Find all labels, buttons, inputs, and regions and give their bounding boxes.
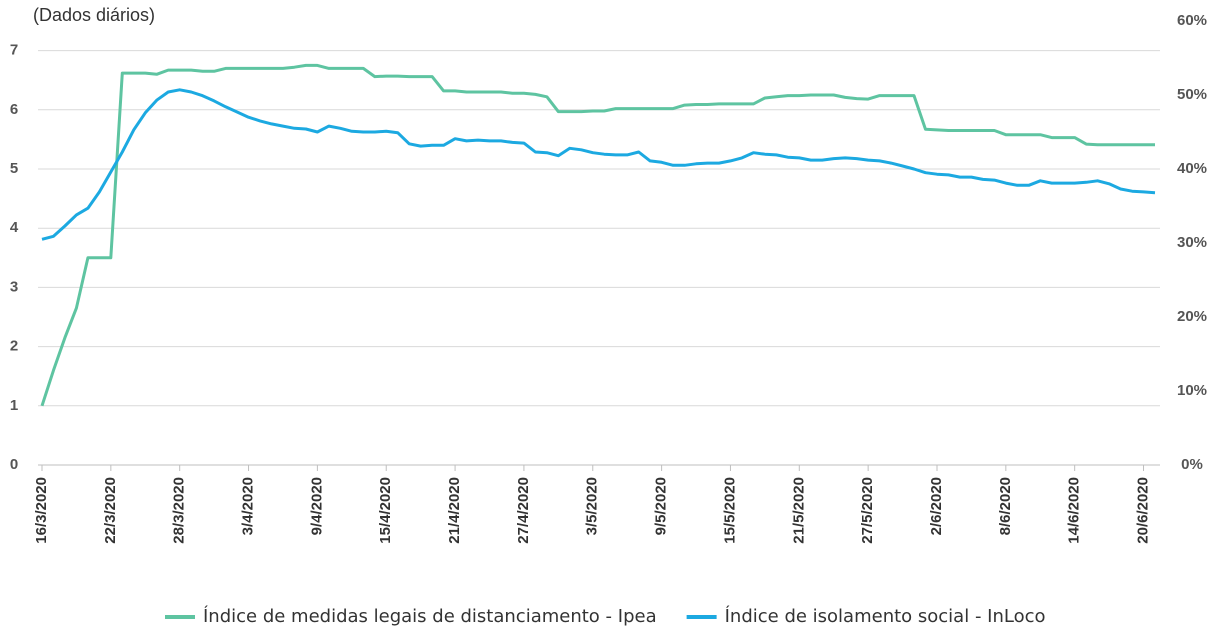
y2-tick-label: 60% xyxy=(1177,12,1207,29)
y-tick-label: 3 xyxy=(10,278,18,295)
y-tick-label: 2 xyxy=(10,338,18,355)
x-tick-label: 20/6/2020 xyxy=(1134,477,1151,544)
y2-tick-label: 20% xyxy=(1177,308,1207,325)
y2-tick-label: 10% xyxy=(1177,382,1207,399)
x-tick-label: 3/5/2020 xyxy=(584,477,601,535)
x-tick-label: 14/6/2020 xyxy=(1066,477,1083,544)
x-tick-label: 21/4/2020 xyxy=(446,477,463,544)
x-tick-label: 28/3/2020 xyxy=(171,477,188,544)
legend-label: Índice de medidas legais de distanciamen… xyxy=(203,605,657,627)
x-tick-label: 16/3/2020 xyxy=(33,477,50,544)
x-tick-label: 27/5/2020 xyxy=(859,477,876,544)
y-tick-label: 0 xyxy=(10,456,18,473)
series-line xyxy=(41,88,1156,241)
chart-subtitle: (Dados diários) xyxy=(33,5,155,25)
x-tick-label: 9/4/2020 xyxy=(308,477,325,535)
x-tick-label: 15/5/2020 xyxy=(721,477,738,544)
x-tick-label: 22/3/2020 xyxy=(102,477,119,544)
y2-tick-label: 30% xyxy=(1177,234,1207,251)
x-tick-label: 27/4/2020 xyxy=(515,477,532,544)
y2-tick-label: 0% xyxy=(1181,456,1203,473)
x-tick-label: 21/5/2020 xyxy=(790,477,807,544)
x-tick-label: 9/5/2020 xyxy=(653,477,670,535)
y-tick-label: 5 xyxy=(10,160,18,177)
legend: Índice de medidas legais de distanciamen… xyxy=(165,605,1046,627)
y2-tick-label: 40% xyxy=(1177,160,1207,177)
x-tick-label: 15/4/2020 xyxy=(377,477,394,544)
x-tick-label: 8/6/2020 xyxy=(997,477,1014,535)
y-tick-label: 6 xyxy=(10,101,18,118)
y2-tick-label: 50% xyxy=(1177,86,1207,103)
legend-label: Índice de isolamento social - InLoco xyxy=(725,605,1046,627)
series-line xyxy=(40,63,1155,407)
x-tick-label: 3/4/2020 xyxy=(240,477,257,535)
y-tick-label: 1 xyxy=(10,397,18,414)
x-tick-label: 2/6/2020 xyxy=(928,477,945,535)
y-tick-label: 7 xyxy=(10,42,18,59)
y-tick-label: 4 xyxy=(10,219,19,236)
